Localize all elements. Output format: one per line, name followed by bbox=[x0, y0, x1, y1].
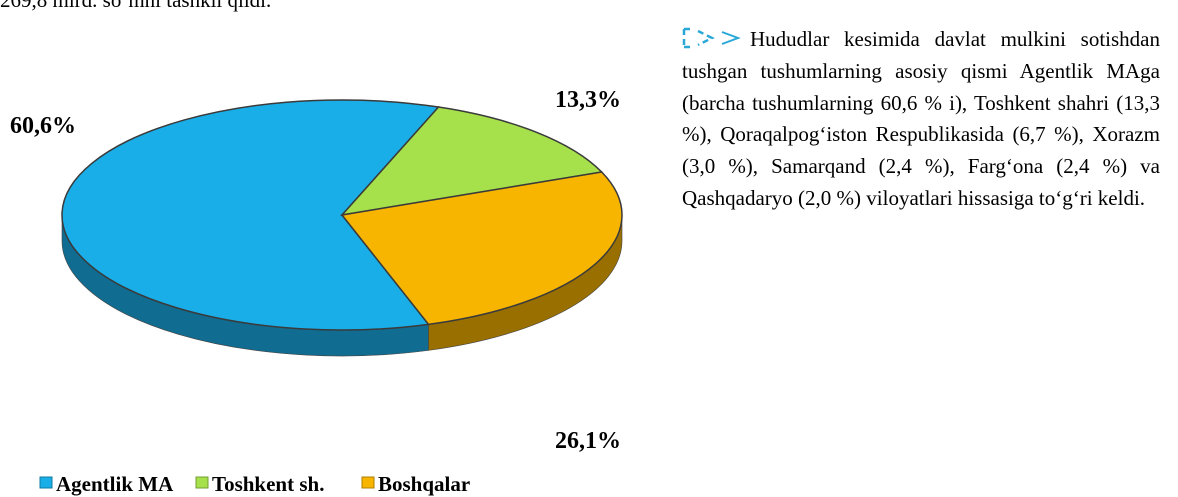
pie-slice bbox=[61, 99, 440, 331]
data-label: 26,1% bbox=[555, 428, 621, 454]
pie-chart: 60,6% 13,3% 26,1% Agentlik MA Toshkent sh. Bo… bbox=[10, 87, 623, 496]
data-label: 60,6% bbox=[10, 113, 76, 139]
data-label: 13,3% bbox=[555, 87, 621, 113]
legend-label: Boshqalar bbox=[378, 472, 470, 496]
legend-label: Toshkent sh. bbox=[212, 472, 324, 496]
legend-swatch bbox=[361, 476, 375, 489]
paragraph-text: Hududlar kesimida davlat mulkini sotishd… bbox=[682, 27, 1160, 210]
top-text: 269,8 mlrd. so‘mni tashkil qildi. bbox=[0, 0, 272, 12]
legend-label: Agentlik MA bbox=[56, 472, 174, 496]
arrow-icon bbox=[682, 27, 741, 49]
pie-slice bbox=[340, 171, 623, 326]
legend-swatch bbox=[39, 476, 53, 489]
paragraph: Hududlar kesimida davlat mulkini sotishd… bbox=[682, 24, 1160, 215]
pie-slice bbox=[340, 106, 604, 217]
legend-swatch bbox=[195, 476, 209, 489]
